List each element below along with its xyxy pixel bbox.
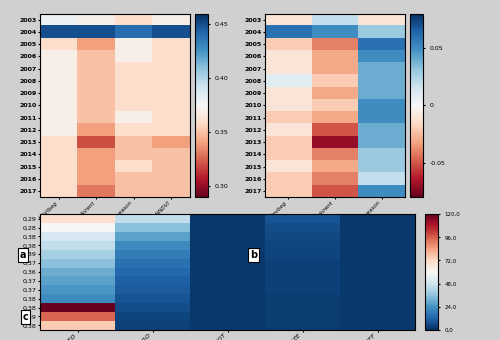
Text: a: a bbox=[20, 250, 26, 260]
Text: c: c bbox=[22, 311, 28, 322]
Text: b: b bbox=[250, 250, 257, 260]
